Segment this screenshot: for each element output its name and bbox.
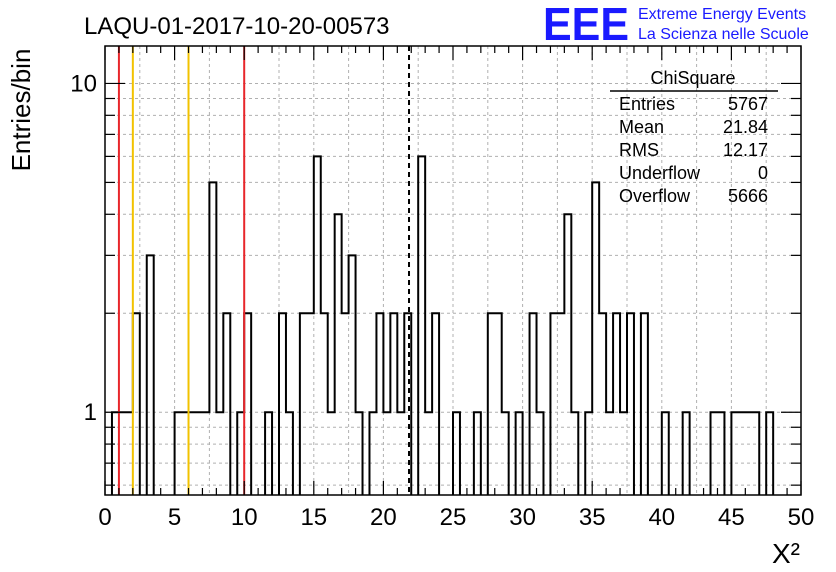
histogram-bin xyxy=(516,412,523,495)
histogram-bin xyxy=(641,313,648,495)
x-tick-label: 25 xyxy=(440,504,467,531)
histogram-bin xyxy=(530,313,537,495)
stats-title: ChiSquare xyxy=(650,68,735,88)
x-tick-label: 30 xyxy=(509,504,536,531)
histogram-bin xyxy=(620,412,627,495)
histogram-bin xyxy=(147,255,154,495)
histogram-bin xyxy=(683,412,690,495)
histogram-bin xyxy=(404,313,411,495)
x-axis-label: X² xyxy=(772,538,800,569)
histogram-bin xyxy=(474,412,481,495)
histogram-bin xyxy=(488,313,495,495)
histogram-bin xyxy=(390,313,397,495)
stats-label: RMS xyxy=(619,140,659,160)
histogram-bin xyxy=(300,313,307,495)
eee-logo: EEE xyxy=(543,0,629,50)
stats-label: Overflow xyxy=(619,186,691,206)
histogram-bin xyxy=(627,313,634,495)
histogram-bin xyxy=(202,412,209,495)
histogram-bin xyxy=(453,412,460,495)
histogram-bin xyxy=(307,313,314,495)
histogram-bin xyxy=(335,214,342,495)
x-tick-label: 0 xyxy=(98,504,111,531)
histogram-bin xyxy=(209,182,216,495)
x-tick-label: 50 xyxy=(788,504,815,531)
stats-value: 5767 xyxy=(728,94,768,114)
run-title: LAQU-01-2017-10-20-00573 xyxy=(84,13,390,40)
histogram-bin xyxy=(314,156,321,495)
histogram-bin xyxy=(119,412,126,495)
project-name: Extreme Energy Events xyxy=(638,6,806,23)
stats-value: 21.84 xyxy=(723,117,768,137)
x-tick-label: 45 xyxy=(718,504,745,531)
histogram-bin xyxy=(195,412,202,495)
histogram-bin xyxy=(342,313,349,495)
histogram-bin xyxy=(745,412,752,495)
histogram-bin xyxy=(731,412,738,495)
histogram-bin xyxy=(376,313,383,495)
histogram-bin xyxy=(356,412,363,495)
stats-value: 5666 xyxy=(728,186,768,206)
histogram-bin xyxy=(432,313,439,495)
histogram-bin xyxy=(585,412,592,495)
stats-box: ChiSquare Entries 5767 Mean 21.84 RMS 12… xyxy=(610,68,778,206)
histogram-bin xyxy=(244,313,251,495)
histogram-bin xyxy=(557,313,564,495)
histogram-bin xyxy=(265,412,272,495)
histogram-bin xyxy=(592,182,599,495)
x-tick-label: 5 xyxy=(168,504,181,531)
histogram-bin xyxy=(175,412,182,495)
y-tick-label: 10 xyxy=(70,70,97,97)
histogram-bin xyxy=(279,313,286,495)
x-tick-label: 35 xyxy=(579,504,606,531)
histogram-bin xyxy=(369,412,376,495)
histogram-bin xyxy=(189,412,196,495)
histogram-bin xyxy=(711,412,718,495)
project-subtitle: La Scienza nelle Scuole xyxy=(638,26,809,43)
histogram-bin xyxy=(397,412,404,495)
stats-value: 0 xyxy=(758,163,768,183)
histogram-bin xyxy=(182,412,189,495)
x-tick-label: 40 xyxy=(648,504,675,531)
stats-value: 12.17 xyxy=(723,140,768,160)
histogram-bin xyxy=(216,412,223,495)
histogram-bin xyxy=(133,313,140,495)
histogram-bin xyxy=(237,412,244,495)
histogram-bin xyxy=(112,412,119,495)
histogram-bin xyxy=(425,412,432,495)
histogram-bin xyxy=(495,313,502,495)
histogram-bin xyxy=(766,412,773,495)
histogram-bin xyxy=(286,412,293,495)
histogram-bin xyxy=(349,255,356,495)
histogram-bin xyxy=(328,412,335,495)
histogram-bin xyxy=(613,313,620,495)
histogram-bin xyxy=(383,412,390,495)
stats-label: Entries xyxy=(619,94,675,114)
y-axis-label: Entries/bin xyxy=(6,49,36,172)
histogram-bin xyxy=(717,412,724,495)
histogram-bin xyxy=(738,412,745,495)
histogram-bin xyxy=(321,313,328,495)
y-tick-label: 1 xyxy=(84,399,97,426)
histogram-bin xyxy=(606,412,613,495)
histogram-bin xyxy=(564,214,571,495)
x-tick-label: 10 xyxy=(231,504,258,531)
histogram-bin xyxy=(599,313,606,495)
histogram-bin xyxy=(126,412,133,495)
stats-label: Underflow xyxy=(619,163,701,183)
histogram-bin xyxy=(662,412,669,495)
histogram-bin xyxy=(752,412,759,495)
histogram-bin xyxy=(571,412,578,495)
histogram-bin xyxy=(537,412,544,495)
histogram-bin xyxy=(502,412,509,495)
x-tick-label: 15 xyxy=(300,504,327,531)
x-tick-label: 20 xyxy=(370,504,397,531)
histogram-bin xyxy=(550,313,557,495)
histogram-bin xyxy=(223,313,230,495)
stats-label: Mean xyxy=(619,117,664,137)
histogram-bin xyxy=(418,156,425,495)
